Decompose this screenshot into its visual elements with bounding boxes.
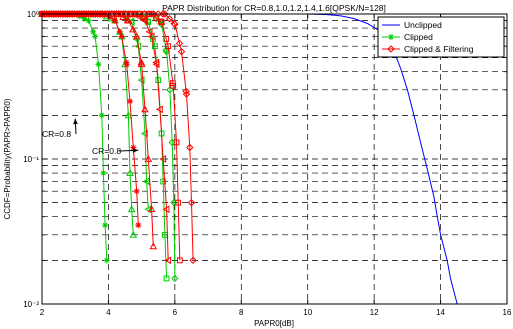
legend-marker — [387, 45, 395, 53]
data-point — [186, 143, 194, 152]
data-point — [127, 205, 136, 213]
data-point — [171, 20, 179, 28]
x-tick-label: 4 — [106, 308, 111, 317]
data-point — [135, 13, 143, 21]
annotation-label: CR=0.8 — [92, 146, 121, 156]
data-point — [171, 274, 179, 283]
data-point — [132, 32, 141, 40]
data-point — [129, 230, 138, 238]
data-point — [133, 188, 140, 195]
chart-title: PAPR Distribution for CR=0.8,1.0,1.2,1.4… — [162, 3, 386, 13]
data-point — [81, 15, 88, 22]
x-tick-label: 8 — [239, 308, 244, 317]
data-point — [144, 205, 152, 214]
data-point — [100, 170, 107, 177]
data-point — [189, 256, 197, 265]
data-point — [102, 222, 109, 229]
data-point — [166, 86, 174, 94]
data-point — [116, 28, 123, 35]
data-point — [187, 198, 196, 207]
data-point — [141, 105, 149, 113]
data-point — [92, 33, 99, 40]
data-point — [161, 10, 169, 18]
data-point — [162, 205, 170, 214]
data-point — [123, 61, 130, 68]
data-point — [103, 257, 110, 264]
x-tick-label: 2 — [40, 308, 45, 317]
annotation-arrowhead — [132, 148, 139, 153]
data-point — [175, 199, 182, 206]
data-point — [130, 144, 137, 151]
data-point — [127, 18, 135, 26]
data-point — [112, 17, 119, 24]
data-point — [163, 275, 170, 282]
x-tick-label: 16 — [503, 308, 512, 317]
data-point — [155, 105, 163, 114]
data-point — [177, 47, 186, 56]
data-point — [147, 205, 156, 213]
data-point — [159, 10, 167, 18]
data-point — [124, 111, 133, 119]
y-axis-label: CCDF=Probability(PAPR>PAPR0) — [3, 98, 12, 219]
y-tick-label: 10⁰ — [27, 10, 39, 19]
y-tick-label: 10⁻¹ — [23, 155, 39, 164]
data-point — [140, 129, 148, 138]
data-point — [173, 139, 180, 146]
data-point — [98, 112, 105, 119]
data-point — [158, 18, 164, 25]
data-point — [137, 60, 146, 68]
data-point — [85, 17, 92, 24]
data-point — [165, 15, 174, 23]
data-point — [90, 28, 97, 35]
data-point — [142, 177, 150, 186]
data-point — [137, 58, 146, 66]
data-point — [140, 16, 148, 25]
data-point — [124, 16, 133, 24]
data-point — [170, 82, 177, 89]
data-point — [126, 169, 134, 176]
x-axis-label: PAPR0[dB] — [254, 319, 294, 328]
data-point — [147, 32, 155, 41]
series-line — [42, 13, 181, 261]
series-line — [42, 13, 507, 305]
annotation-label: CR=0.8 — [42, 129, 71, 139]
x-tick-label: 6 — [173, 308, 178, 317]
data-point — [158, 19, 165, 25]
data-point — [152, 60, 160, 69]
data-point — [149, 242, 158, 250]
legend-marker — [388, 34, 394, 40]
legend-label: Unclipped — [404, 20, 442, 30]
data-point — [175, 39, 184, 48]
data-point — [144, 154, 153, 162]
legend-label: Clipped — [404, 32, 433, 42]
x-tick-label: 10 — [303, 308, 312, 317]
data-point — [129, 25, 137, 33]
data-point — [159, 155, 167, 163]
data-point — [95, 61, 102, 68]
annotations: CR=0.8 CR=0.8 — [42, 118, 139, 156]
data-point — [163, 36, 170, 42]
annotation-arrowhead — [73, 118, 78, 125]
data-point — [118, 33, 125, 40]
x-tick-label: 14 — [436, 308, 445, 317]
data-point — [137, 76, 145, 84]
data-point — [182, 87, 190, 96]
series-unclipped — [42, 13, 507, 305]
grid — [42, 14, 507, 304]
data-point — [160, 178, 167, 185]
data-point — [164, 256, 172, 265]
data-point — [152, 43, 158, 50]
legend-label: Clipped & Filtering — [404, 44, 474, 54]
legend: Unclipped Clipped Clipped & Filtering — [377, 16, 505, 58]
data-point — [135, 222, 142, 229]
data-point — [176, 257, 183, 264]
data-point — [145, 27, 153, 36]
x-tick-label: 12 — [370, 308, 379, 317]
data-point — [182, 90, 191, 98]
data-point — [165, 43, 172, 50]
data-point — [127, 98, 134, 105]
y-tick-label: 10⁻² — [23, 300, 39, 309]
